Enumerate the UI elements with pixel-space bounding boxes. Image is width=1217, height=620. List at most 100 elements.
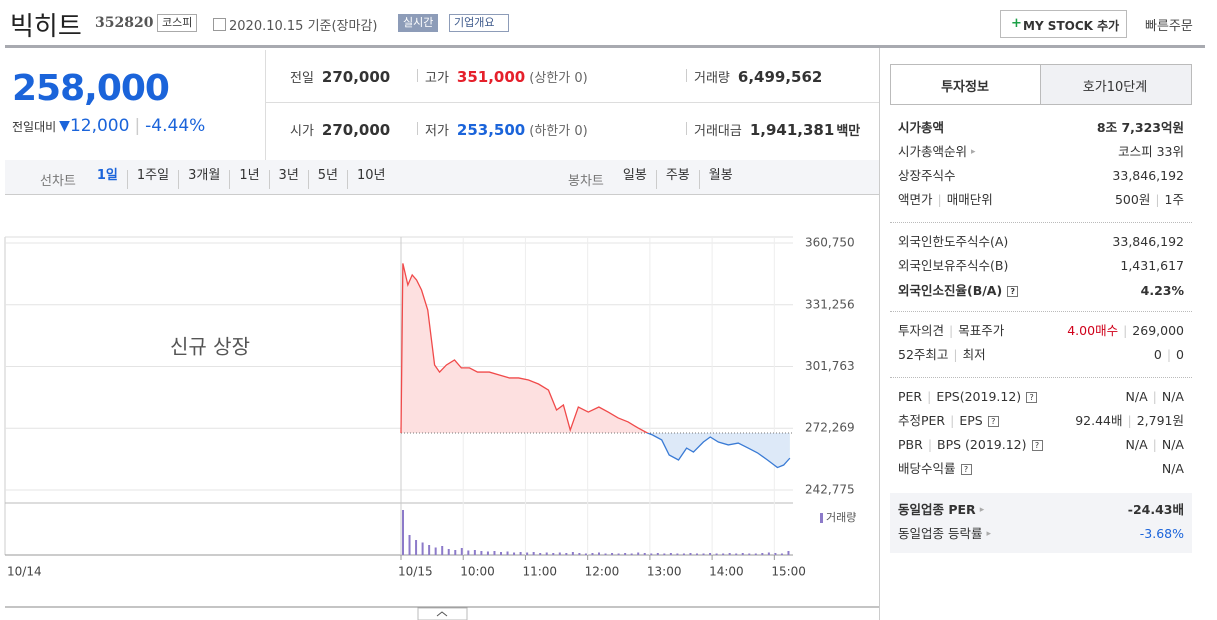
info-value: 33,846,192 — [1112, 168, 1184, 184]
period-tab[interactable]: 3년 — [268, 169, 308, 189]
divider — [265, 102, 879, 103]
volume-bar — [617, 553, 620, 555]
volume-bar — [467, 550, 470, 555]
value-part: N/A — [1161, 437, 1184, 452]
period-tab[interactable]: 1주일 — [126, 169, 178, 189]
arrow-icon: ▸ — [979, 505, 985, 515]
separator: | — [1152, 389, 1157, 404]
value-part: 92.44배 — [1075, 413, 1123, 428]
quote-label: 거래대금 — [694, 124, 742, 139]
volume-bar — [558, 552, 561, 555]
volume-bar — [486, 551, 489, 555]
info-label: 액면가 | 매매단위 — [898, 192, 993, 208]
separator: | — [1127, 413, 1132, 428]
volume-bar — [637, 552, 640, 555]
value-part: 4.23% — [1140, 283, 1184, 298]
change-pct: -4.44% — [145, 116, 206, 136]
x-tick-label: 12:00 — [585, 565, 620, 579]
label-part: 최저 — [962, 347, 986, 362]
value-part: N/A — [1161, 461, 1184, 476]
info-row: 동일업종 등락률 ▸ -3.68% — [898, 526, 1184, 542]
volume-bar — [571, 552, 574, 555]
stock-code: 352820 — [95, 15, 154, 31]
label-part: 매매단위 — [946, 192, 993, 207]
period-tab[interactable]: 10년 — [347, 169, 395, 189]
info-row: 투자의견 | 목표주가 4.00매수 | 269,000 — [898, 323, 1184, 339]
info-label: 외국인한도주식수(A) — [898, 234, 1008, 250]
my-stock-button[interactable]: + MY STOCK 추가 — [1000, 10, 1127, 38]
volume-bar — [735, 553, 738, 555]
volume-bar — [598, 552, 600, 555]
side-tab[interactable] — [1040, 64, 1192, 105]
header-rule — [5, 45, 1205, 48]
label-part: 52주최고 — [898, 347, 949, 362]
label-part: 동일업종 PER — [898, 502, 976, 517]
realtime-button[interactable]: 실시간 — [398, 14, 439, 32]
label-part: 배당수익률 — [898, 461, 956, 476]
side-tab-label: 투자정보 — [941, 80, 989, 95]
volume-bar — [460, 548, 463, 555]
separator: | — [927, 437, 933, 452]
cell-divider — [686, 69, 687, 82]
candle-tab[interactable]: 주봉 — [655, 169, 699, 189]
cell-divider — [417, 122, 418, 135]
quote-label: 저가 — [425, 124, 449, 139]
y-tick-label: 360,750 — [805, 236, 855, 250]
value-part: 4.00매수 — [1067, 323, 1119, 338]
candle-tab[interactable]: 월봉 — [698, 169, 742, 189]
help-icon: ? — [960, 463, 972, 475]
arrow-icon: ▸ — [986, 529, 992, 539]
label-part: 외국인보유주식수(B) — [898, 258, 1009, 273]
value-part: 1,431,617 — [1120, 258, 1184, 273]
volume-legend: 거래량 — [826, 511, 856, 524]
volume-bar — [421, 542, 424, 555]
period-tab[interactable]: 1년 — [229, 169, 268, 189]
company-info-button[interactable]: 기업개요 — [449, 14, 510, 32]
value-part: -24.43배 — [1127, 502, 1184, 517]
volume-bar — [591, 553, 594, 555]
volume-bar — [774, 553, 777, 555]
separator: | — [949, 323, 954, 338]
volume-bar — [754, 553, 757, 555]
label-part: 목표주가 — [958, 323, 1005, 338]
separator: | — [1166, 347, 1172, 362]
price-line-up — [400, 263, 650, 433]
volume-bar — [650, 553, 653, 555]
info-row: 추정PER | EPS? 92.44배 | 2,791원 — [898, 413, 1184, 429]
period-tab[interactable]: 5년 — [307, 169, 347, 189]
quote-value: 1,941,381 — [749, 121, 835, 139]
quote-label: 거래량 — [694, 71, 730, 86]
quick-order[interactable]: 빠른주문 — [1145, 19, 1193, 34]
change-row: 전일대비 ▼ 12,000 | -4.44% — [12, 116, 206, 136]
value-part: 269,000 — [1132, 323, 1184, 338]
value-part: 33,846,192 — [1112, 168, 1184, 183]
quote-cell: 시가 270,000 — [290, 120, 390, 139]
quote-cell: 거래량 6,499,562 — [694, 67, 822, 86]
help-icon: ? — [987, 415, 999, 427]
info-label: 외국인보유주식수(B) — [898, 258, 1008, 274]
divider — [265, 50, 266, 160]
info-label: 외국인소진율(B/A)? — [898, 283, 1019, 299]
period-tab[interactable]: 1일 — [96, 168, 118, 183]
collapse-button[interactable] — [417, 607, 468, 620]
side-tab-active[interactable] — [890, 64, 1042, 105]
volume-bar — [552, 553, 555, 555]
volume-bar — [728, 553, 731, 555]
quote-unit: 백만 — [836, 124, 861, 139]
label-part: 시가총액순위 — [898, 144, 968, 159]
period-tab[interactable]: 3개월 — [178, 169, 229, 189]
candle-tab[interactable]: 일봉 — [622, 168, 647, 183]
volume-bar — [493, 551, 496, 555]
info-row: 상장주식수 33,846,192 — [898, 168, 1184, 184]
info-row: PBR | BPS (2019.12)? N/A | N/A — [898, 437, 1184, 453]
info-value: -24.43배 — [1128, 502, 1184, 518]
value-part: 33,846,192 — [1112, 234, 1184, 249]
quote-value: 270,000 — [321, 121, 391, 139]
info-value: 8조 7,323억원 — [1097, 120, 1184, 136]
volume-bar — [447, 549, 450, 555]
value-part: 500원 — [1114, 192, 1151, 207]
separator: | — [1155, 192, 1160, 207]
info-label: 배당수익률? — [898, 461, 972, 477]
quote-cell: 저가 253,500 (하한가 0) — [425, 120, 588, 139]
separator: | — [950, 413, 955, 428]
